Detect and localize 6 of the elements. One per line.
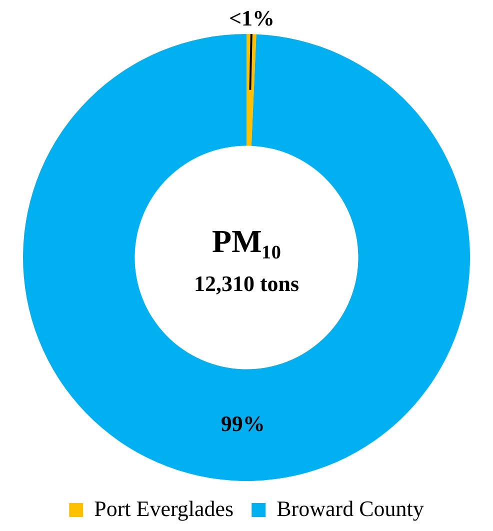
text: 12,310 tons <box>194 271 300 296</box>
legend-label: Port Everglades <box>94 496 234 521</box>
legend-label: Broward County <box>276 496 424 521</box>
text: PM₁₀ <box>212 222 281 259</box>
data-label: 99% <box>220 410 265 436</box>
data-label: <1% <box>228 6 274 31</box>
